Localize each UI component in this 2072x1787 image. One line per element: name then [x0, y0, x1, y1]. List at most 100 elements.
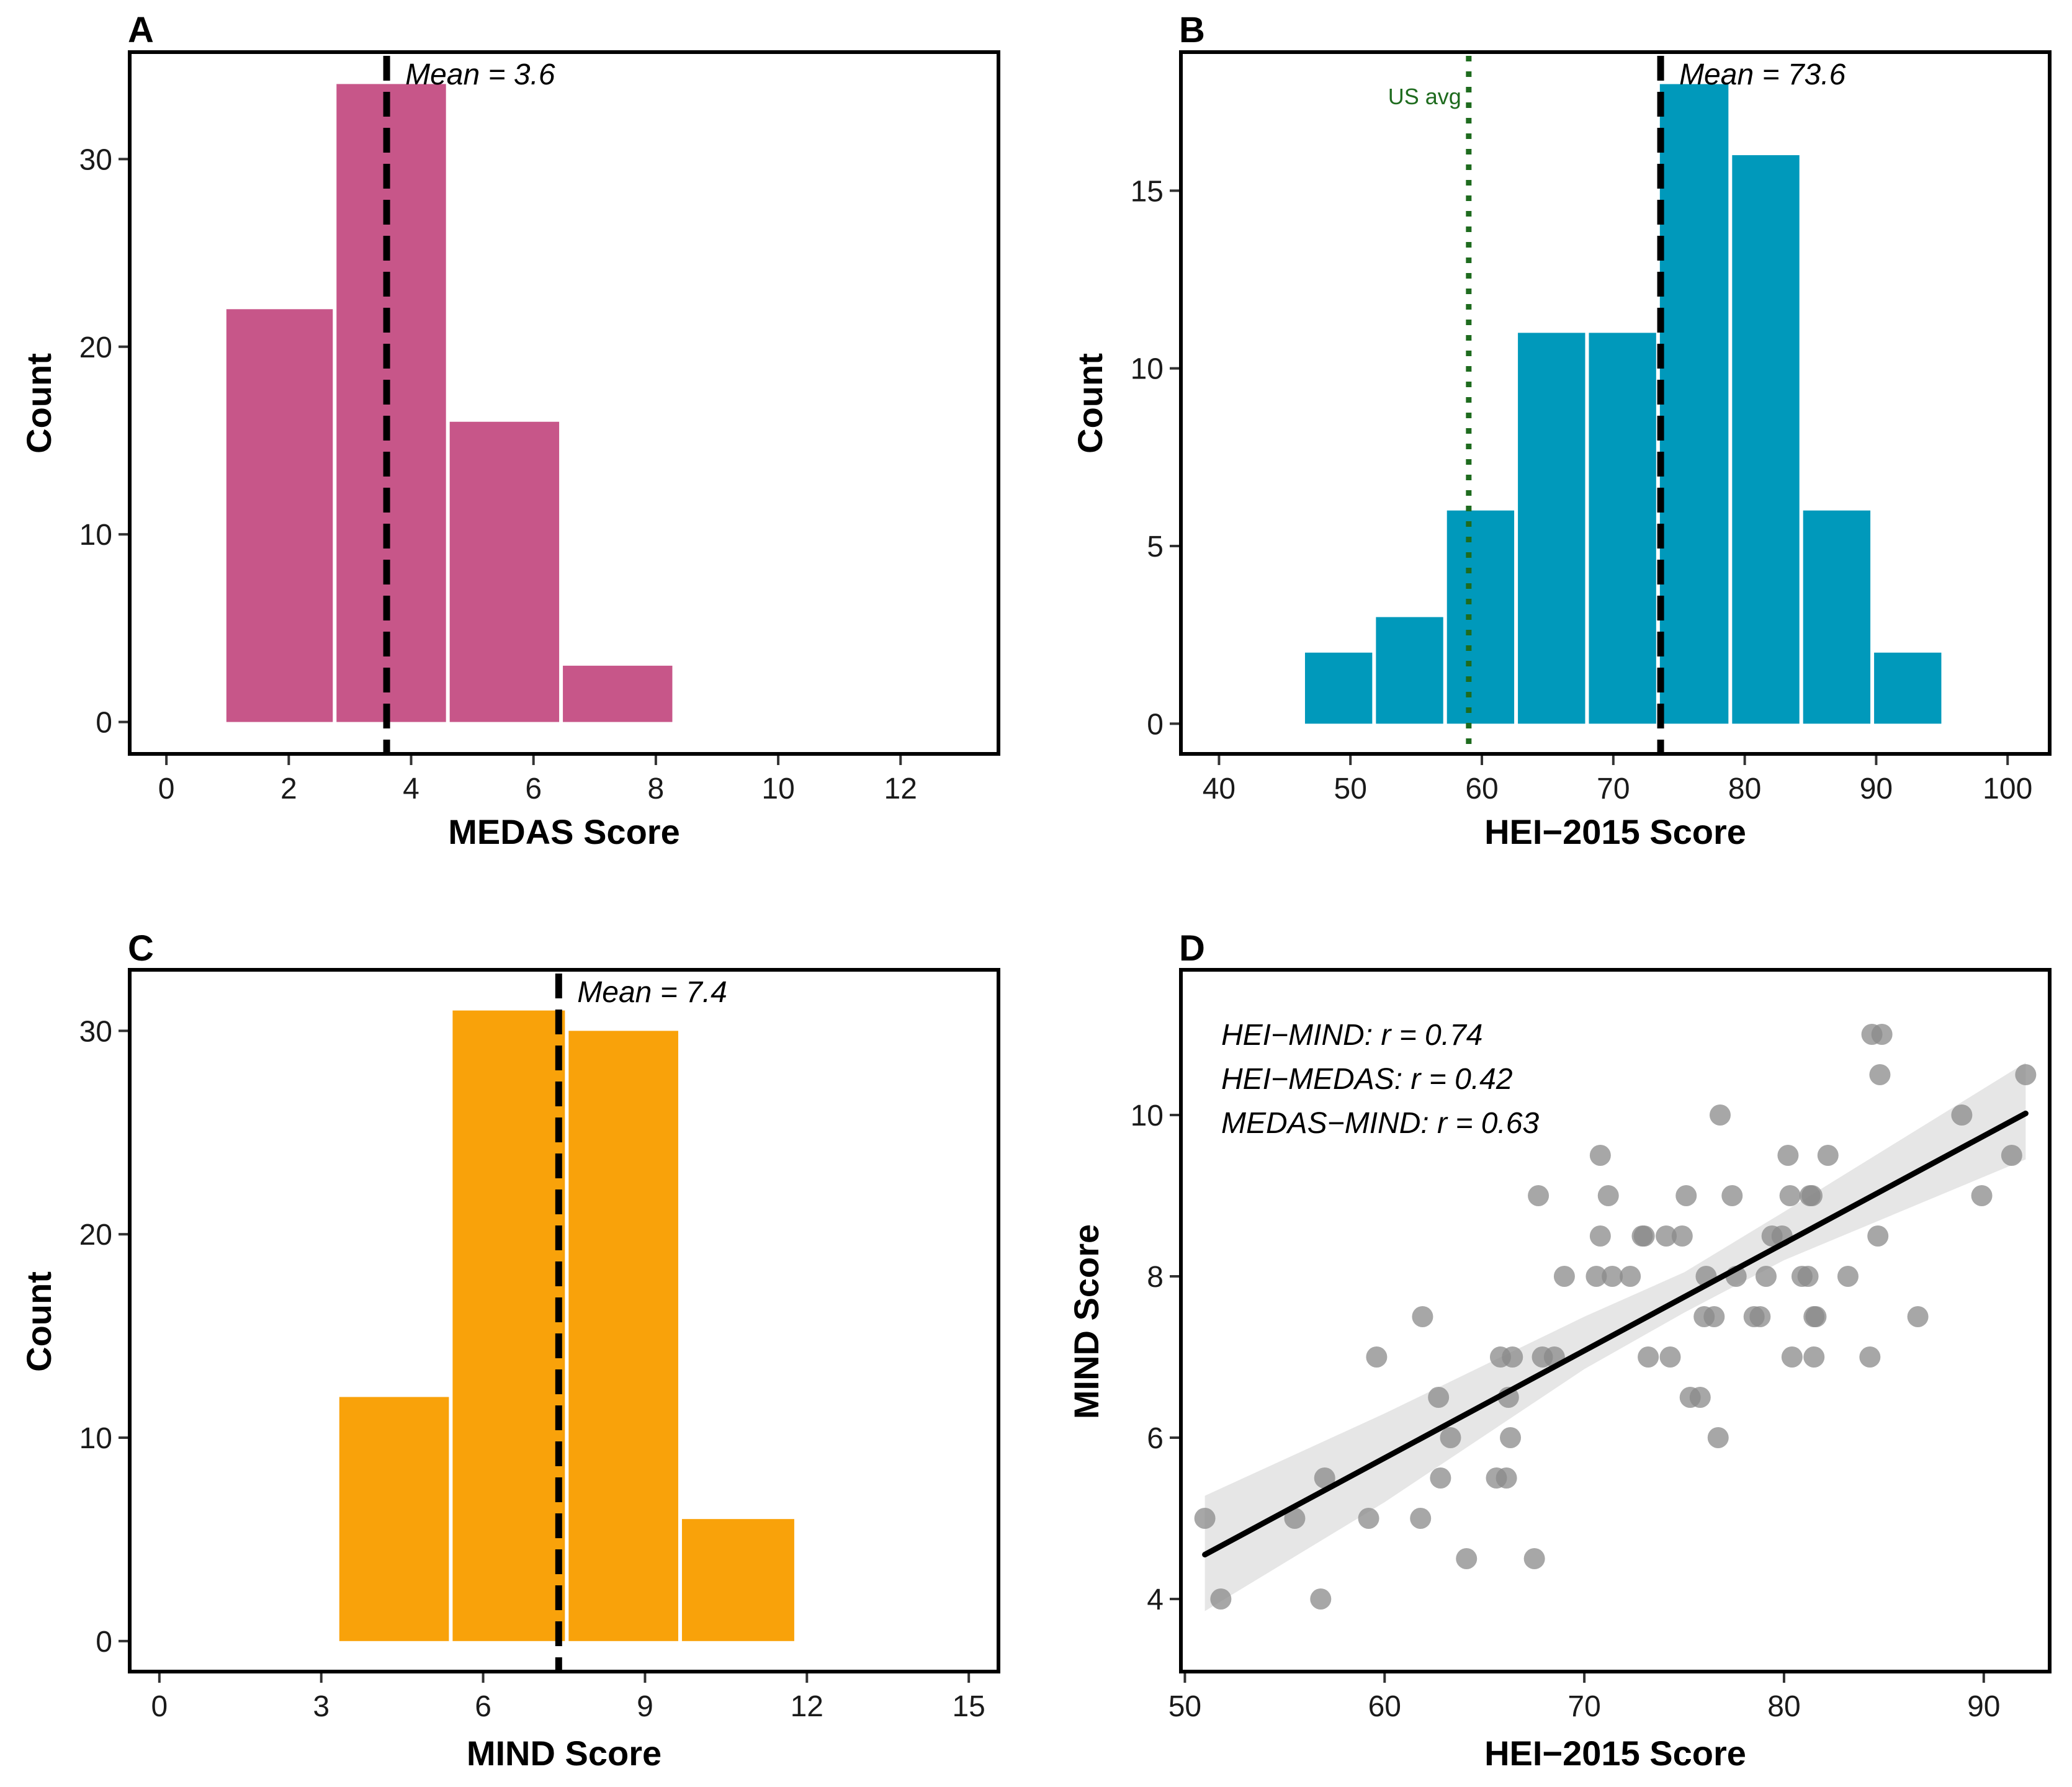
panel-b-reference: US avg	[1388, 56, 1472, 754]
panel-a-label: A	[128, 10, 154, 50]
regression-line	[1202, 1110, 2029, 1557]
scatter-point	[1707, 1427, 1729, 1448]
y-tick-label: 4	[1147, 1583, 1164, 1616]
scatter-point	[1440, 1427, 1461, 1448]
scatter-point	[1412, 1306, 1433, 1327]
x-tick-label: 12	[884, 773, 917, 805]
scatter-point	[1589, 1225, 1611, 1247]
scatter-point	[1523, 1548, 1545, 1569]
scatter-point	[1366, 1346, 1388, 1368]
panel-d-label: D	[1179, 928, 1205, 969]
x-tick-label: 90	[1860, 773, 1893, 805]
scatter-point	[1779, 1185, 1801, 1206]
scatter-point	[1638, 1346, 1659, 1368]
scatter-point	[1671, 1225, 1693, 1247]
scatter-point	[1430, 1467, 1451, 1489]
y-tick-label: 0	[96, 1626, 112, 1659]
panel-b-bars	[1304, 84, 1942, 724]
scatter-point	[1797, 1266, 1819, 1287]
panel-a-x-title: MEDAS Score	[448, 812, 679, 851]
y-tick-label: 10	[79, 1422, 112, 1455]
histogram-bar	[563, 665, 673, 722]
panel-d-annotation-3: MEDAS−MIND: r = 0.63	[1221, 1107, 1539, 1140]
panel-c-mean: Mean = 7.4	[555, 974, 727, 1672]
scatter-point	[1310, 1588, 1332, 1610]
panel-b-reference-label: US avg	[1388, 84, 1461, 109]
x-tick-label: 70	[1567, 1690, 1600, 1723]
scatter-point	[1749, 1306, 1771, 1327]
x-tick-label: 70	[1597, 773, 1630, 805]
x-tick-label: 9	[637, 1690, 653, 1723]
x-tick-label: 15	[952, 1690, 985, 1723]
scatter-point	[1496, 1467, 1517, 1489]
scatter-point	[1620, 1266, 1641, 1287]
panel-b-mean-label: Mean = 73.6	[1679, 58, 1846, 91]
histogram-bar	[568, 1031, 678, 1641]
scatter-point	[1805, 1306, 1827, 1327]
panel-c-x-ticks: 0 3 6 9 12 15	[151, 1673, 985, 1723]
panel-b-y-ticks: 0 5 10 15	[1131, 175, 1179, 741]
scatter-point	[1210, 1588, 1232, 1610]
x-tick-label: 100	[1983, 773, 2032, 805]
panel-a-frame	[128, 50, 1000, 756]
x-tick-label: 80	[1728, 773, 1761, 805]
y-tick-label: 10	[1131, 353, 1164, 386]
panel-a-bars	[226, 84, 673, 722]
panel-c-bars	[339, 1010, 794, 1641]
scatter-point	[1602, 1266, 1623, 1287]
panel-d-y-ticks: 4 6 8 10	[1131, 1100, 1179, 1616]
panel-c-label: C	[128, 928, 154, 969]
x-tick-label: 6	[525, 773, 542, 805]
panel-b-frame	[1179, 50, 2052, 756]
x-tick-label: 10	[761, 773, 794, 805]
scatter-point	[1456, 1548, 1478, 1569]
panel-d: D HEI−MIND: r = 0.74 HEI−MEDAS: r = 0.42…	[1067, 928, 2052, 1773]
scatter-point	[1597, 1185, 1619, 1206]
x-tick-label: 80	[1767, 1690, 1800, 1723]
panel-c-mean-label: Mean = 7.4	[577, 976, 727, 1009]
y-tick-label: 30	[79, 1015, 112, 1048]
scatter-point	[1837, 1266, 1859, 1287]
scatter-point	[1777, 1145, 1799, 1166]
scatter-point	[1971, 1185, 1993, 1206]
panel-d-annotation-1: HEI−MIND: r = 0.74	[1221, 1019, 1482, 1052]
panel-d-y-title: MIND Score	[1067, 1224, 1106, 1419]
scatter-point	[1801, 1185, 1823, 1206]
x-tick-label: 0	[151, 1690, 168, 1723]
panel-c-y-ticks: 0 10 20 30	[79, 1015, 128, 1659]
x-tick-label: 40	[1203, 773, 1236, 805]
panel-a-y-ticks: 0 10 20 30	[79, 143, 128, 740]
histogram-bar	[449, 421, 560, 722]
x-tick-label: 90	[1967, 1690, 2000, 1723]
x-tick-label: 0	[158, 773, 175, 805]
panel-c: C Mean = 7.4 0 3 6 9 12 15 0 10 20 30 MIND Score…	[19, 928, 1000, 1773]
scatter-point	[1314, 1467, 1335, 1489]
x-tick-label: 3	[313, 1690, 330, 1723]
scatter-point	[1709, 1104, 1731, 1126]
scatter-point	[1817, 1145, 1839, 1166]
scatter-point	[1284, 1508, 1306, 1529]
x-tick-label: 12	[791, 1690, 823, 1723]
scatter-point	[1781, 1346, 1803, 1368]
scatter-point	[1869, 1064, 1891, 1085]
histogram-bar	[1589, 333, 1656, 724]
panel-c-y-title: Count	[19, 1271, 58, 1372]
scatter-point	[1528, 1185, 1550, 1206]
scatter-point	[1194, 1508, 1216, 1529]
scatter-point	[1358, 1508, 1379, 1529]
y-tick-label: 30	[79, 143, 112, 176]
x-tick-label: 8	[648, 773, 665, 805]
panel-d-annotations: HEI−MIND: r = 0.74 HEI−MEDAS: r = 0.42 M…	[1221, 1019, 1539, 1140]
panel-d-x-title: HEI−2015 Score	[1484, 1734, 1746, 1773]
histogram-bar	[1659, 84, 1729, 724]
scatter-point	[1585, 1266, 1607, 1287]
scatter-point	[1871, 1024, 1893, 1045]
panel-a-mean: Mean = 3.6	[383, 56, 555, 754]
histogram-bar	[1376, 617, 1443, 724]
panel-b-y-title: Count	[1070, 353, 1110, 454]
scatter-point	[1703, 1306, 1725, 1327]
panel-c-frame	[128, 968, 1000, 1673]
panel-b-x-title: HEI−2015 Score	[1484, 812, 1746, 851]
x-tick-label: 6	[475, 1690, 491, 1723]
